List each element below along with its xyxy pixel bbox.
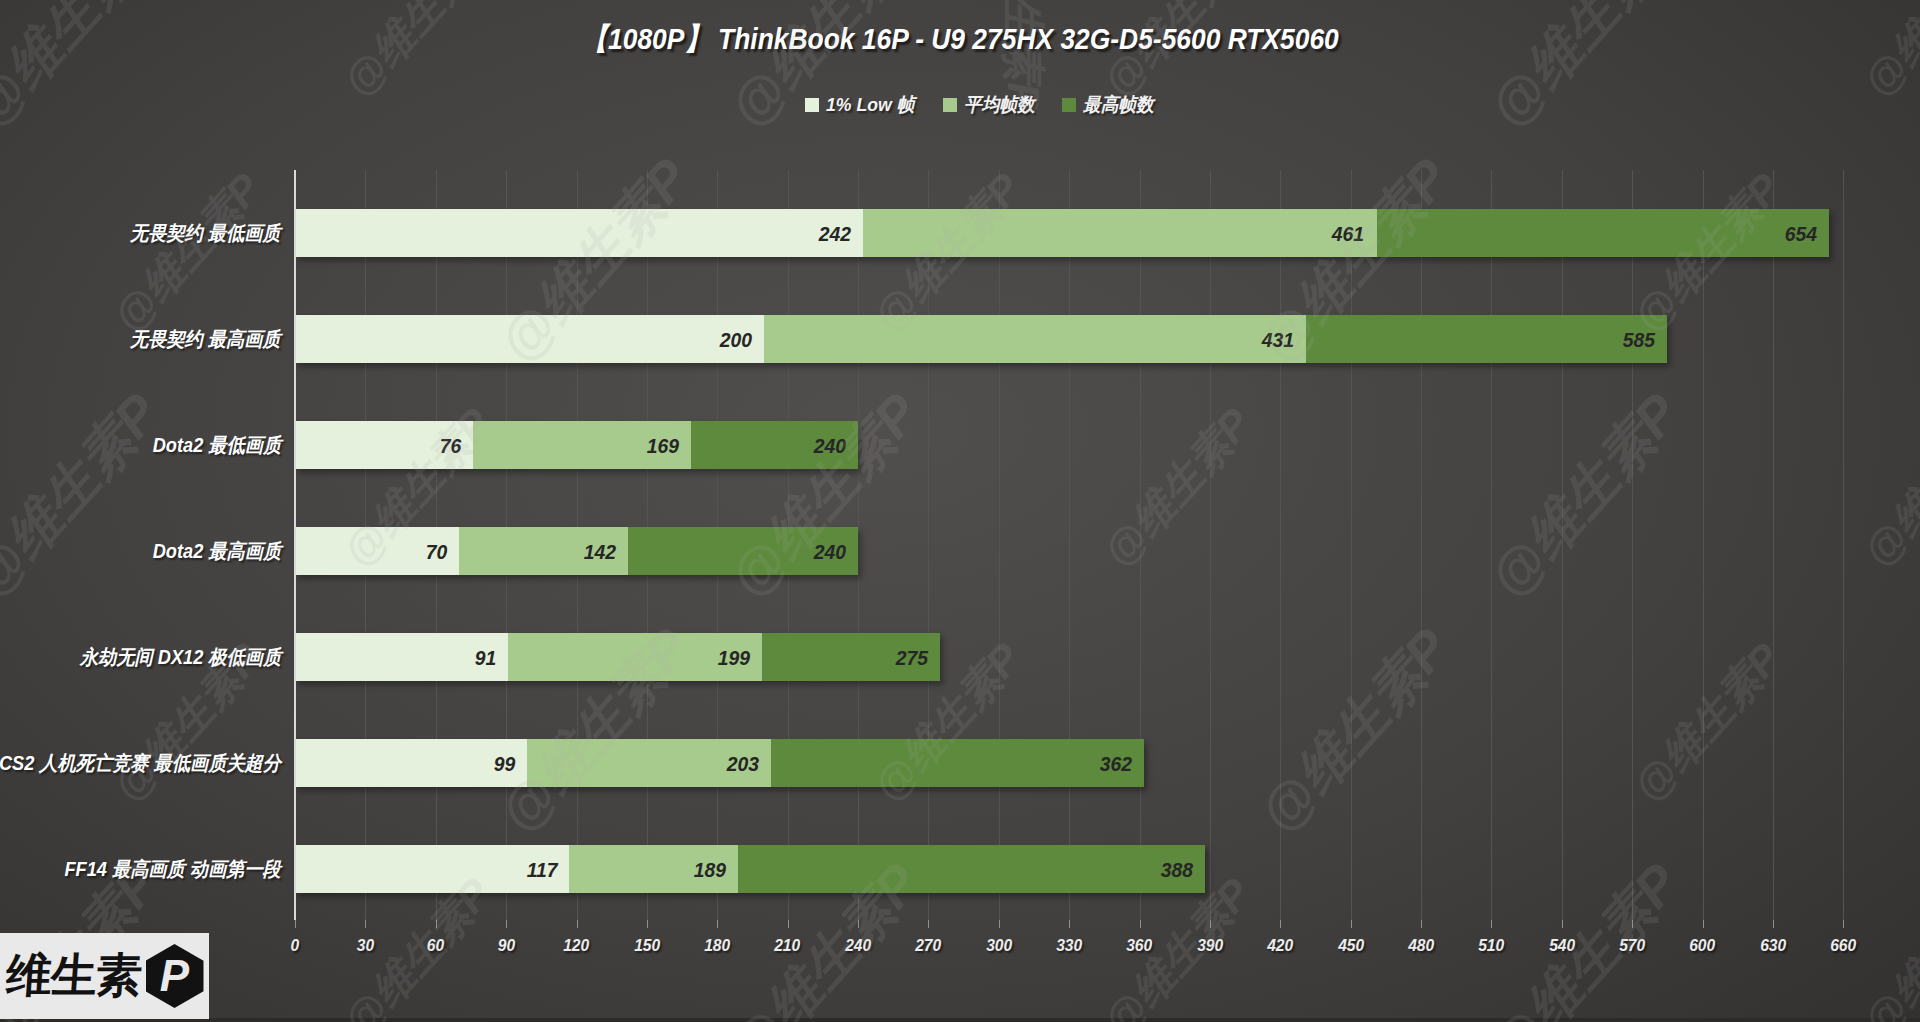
category-label: 无畏契约 最高画质 [0,315,281,363]
tick-mark [928,920,929,928]
tick-mark [1773,920,1774,928]
legend-item: 1% Low 帧 [805,92,921,118]
x-tick-label: 600 [1663,936,1743,956]
tick-mark [1562,920,1563,928]
x-tick-label: 360 [1100,936,1180,956]
tick-mark [1843,920,1844,928]
x-tick-label: 270 [888,936,968,956]
tick-mark [788,920,789,928]
x-tick-label: 90 [466,936,546,956]
x-tick-label: 570 [1592,936,1672,956]
category-label: Dota2 最高画质 [0,527,281,575]
x-tick-label: 540 [1522,936,1602,956]
x-tick-label: 240 [818,936,898,956]
value-label: 585 [295,315,1655,363]
x-tick-label: 150 [607,936,687,956]
x-tick-label: 330 [1029,936,1109,956]
tick-mark [1421,920,1422,928]
legend-label: 平均帧数 [964,92,1040,118]
tick-mark [1210,920,1211,928]
chart-legend: 1% Low 帧 平均帧数 最高帧数 [805,92,1159,118]
bar-row: 200431585 [295,315,1868,363]
x-tick-label: 510 [1451,936,1531,956]
category-label: 无畏契约 最低画质 [0,209,281,257]
x-tick-label: 30 [325,936,405,956]
category-label: 永劫无间 DX12 极低画质 [0,633,281,681]
legend-label: 最高帧数 [1083,92,1159,118]
watermark-text: @维生素P [0,379,176,614]
tick-mark [1632,920,1633,928]
tick-mark [506,920,507,928]
tick-mark [999,920,1000,928]
x-tick-label: 300 [959,936,1039,956]
x-tick-label: 60 [396,936,476,956]
bottom-edge-strip [0,1018,1920,1022]
category-label: FF14 最高画质 动画第一段 [0,845,281,893]
tick-mark [1280,920,1281,928]
legend-item: 平均帧数 [943,92,1040,118]
legend-swatch [805,98,819,112]
value-label: 240 [295,421,846,469]
tick-mark [295,920,296,928]
tick-mark [436,920,437,928]
value-label: 240 [295,527,846,575]
x-tick-label: 180 [677,936,757,956]
value-label: 388 [295,845,1193,893]
tick-mark [1491,920,1492,928]
tick-mark [858,920,859,928]
tick-mark [647,920,648,928]
brand-logo-badge-icon: P [146,944,204,1008]
category-label: Dota2 最低画质 [0,421,281,469]
legend-swatch [1062,98,1076,112]
bar-row: 117189388 [295,845,1868,893]
plot-area: 242461654 200431585 76169240 70142240 911992… [295,170,1868,920]
tick-mark [1069,920,1070,928]
tick-mark [365,920,366,928]
x-tick-label: 450 [1311,936,1391,956]
x-tick-label: 660 [1803,936,1883,956]
bar-row: 76169240 [295,421,1868,469]
x-tick-label: 120 [537,936,617,956]
bar-row: 242461654 [295,209,1868,257]
x-tick-label: 420 [1240,936,1320,956]
tick-mark [577,920,578,928]
value-label: 654 [295,209,1817,257]
x-tick-label: 390 [1170,936,1250,956]
chart-title: 【1080P】 ThinkBook 16P - U9 275HX 32G-D5-… [0,19,1920,60]
value-label: 275 [295,633,928,681]
bar-row: 99203362 [295,739,1868,787]
category-label: CS2 人机死亡竞赛 最低画质关超分 [0,739,281,787]
bar-row: 70142240 [295,527,1868,575]
tick-mark [1703,920,1704,928]
value-label: 362 [295,739,1132,787]
legend-swatch [943,98,957,112]
y-axis-line [294,170,296,920]
tick-mark [717,920,718,928]
x-tick-label: 630 [1733,936,1813,956]
bar-row: 91199275 [295,633,1868,681]
brand-logo: 维生素 P [0,933,209,1019]
x-tick-label: 210 [748,936,828,956]
legend-label: 1% Low 帧 [826,92,921,118]
tick-mark [1351,920,1352,928]
legend-item: 最高帧数 [1062,92,1159,118]
brand-logo-text: 维生素 [3,945,142,1007]
x-tick-label: 480 [1381,936,1461,956]
x-tick-label: 0 [255,936,335,956]
tick-mark [1140,920,1141,928]
